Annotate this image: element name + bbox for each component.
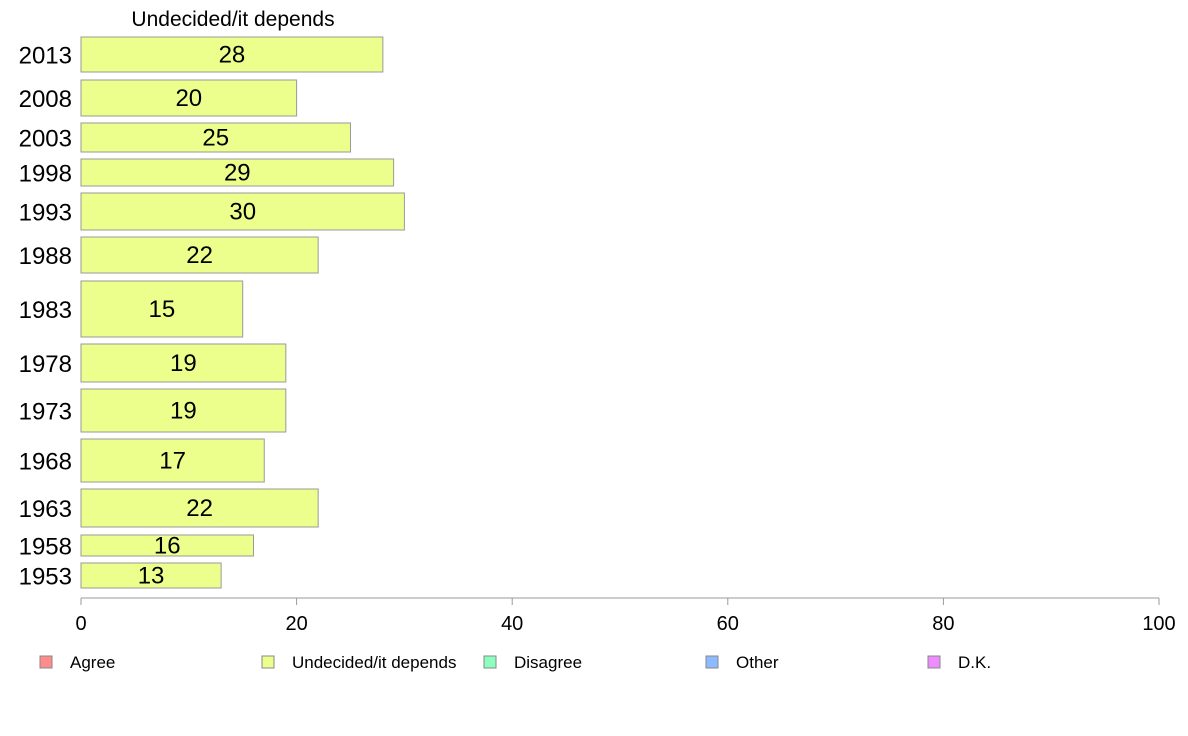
legend-swatch-0 — [39, 655, 53, 669]
bar-1968 — [80, 438, 265, 483]
category-label-2008: 2008 — [19, 86, 72, 113]
category-label-1978: 1978 — [19, 351, 72, 378]
bar-1993 — [80, 192, 405, 231]
x-tick-label-80: 80 — [932, 613, 954, 635]
x-tick-label-40: 40 — [501, 613, 523, 635]
bar-value-label-1963: 22 — [186, 495, 213, 522]
bar-1988 — [80, 236, 319, 274]
legend-label-2: Disagree — [514, 653, 582, 672]
bar-value-label-1953: 13 — [138, 563, 165, 590]
bar-1973 — [80, 388, 287, 433]
bar-value-label-1998: 29 — [224, 160, 251, 187]
category-label-1973: 1973 — [19, 399, 72, 426]
category-label-1953: 1953 — [19, 564, 72, 591]
bar-1978 — [80, 343, 287, 383]
bar-value-label-1968: 17 — [159, 448, 186, 475]
category-label-1968: 1968 — [19, 449, 72, 476]
x-tick-label-100: 100 — [1142, 613, 1175, 635]
bar-2003 — [80, 122, 351, 153]
bar-1958 — [80, 534, 254, 557]
bar-1963 — [80, 488, 319, 528]
category-label-2003: 2003 — [19, 126, 72, 153]
x-tick-label-20: 20 — [285, 613, 307, 635]
bar-2008 — [80, 79, 298, 117]
legend-label-1: Undecided/it depends — [292, 653, 456, 672]
legend-swatch-3 — [705, 655, 719, 669]
bar-value-label-2003: 25 — [202, 125, 229, 152]
bar-1983 — [80, 280, 244, 338]
x-tick-label-60: 60 — [717, 613, 739, 635]
bar-1953 — [80, 562, 222, 589]
legend-label-3: Other — [736, 653, 779, 672]
bar-value-label-1988: 22 — [186, 242, 213, 269]
category-label-1983: 1983 — [19, 297, 72, 324]
bar-value-label-1983: 15 — [148, 296, 175, 323]
bar-value-label-1958: 16 — [154, 533, 181, 560]
category-label-1963: 1963 — [19, 496, 72, 523]
x-axis: 0 20 40 60 80 100 — [75, 597, 1176, 635]
bar-value-label-2013: 28 — [219, 42, 246, 69]
bar-value-label-2008: 20 — [175, 85, 202, 112]
chart-title: Undecided/it depends — [131, 8, 334, 31]
category-label-1958: 1958 — [19, 534, 72, 561]
bar-value-label-1973: 19 — [170, 398, 197, 425]
legend-swatch-1 — [261, 655, 275, 669]
x-tick-label-0: 0 — [75, 613, 86, 635]
legend-label-0: Agree — [70, 653, 115, 672]
bar-2013 — [80, 36, 384, 73]
category-label-1993: 1993 — [19, 200, 72, 227]
bar-1998 — [80, 158, 395, 187]
bar-value-label-1993: 30 — [229, 199, 256, 226]
category-label-1998: 1998 — [19, 161, 72, 188]
bar-value-label-1978: 19 — [170, 350, 197, 377]
category-label-2013: 2013 — [19, 43, 72, 70]
legend-swatch-2 — [483, 655, 497, 669]
bars-group: 28 2013 20 2008 25 2003 29 1998 30 1993 22 1988 15 19… — [19, 36, 405, 591]
category-label-1988: 1988 — [19, 243, 72, 270]
legend: Agree Undecided/it depends Disagree Other D.… — [39, 653, 991, 672]
legend-swatch-4 — [927, 655, 941, 669]
legend-label-4: D.K. — [958, 653, 991, 672]
